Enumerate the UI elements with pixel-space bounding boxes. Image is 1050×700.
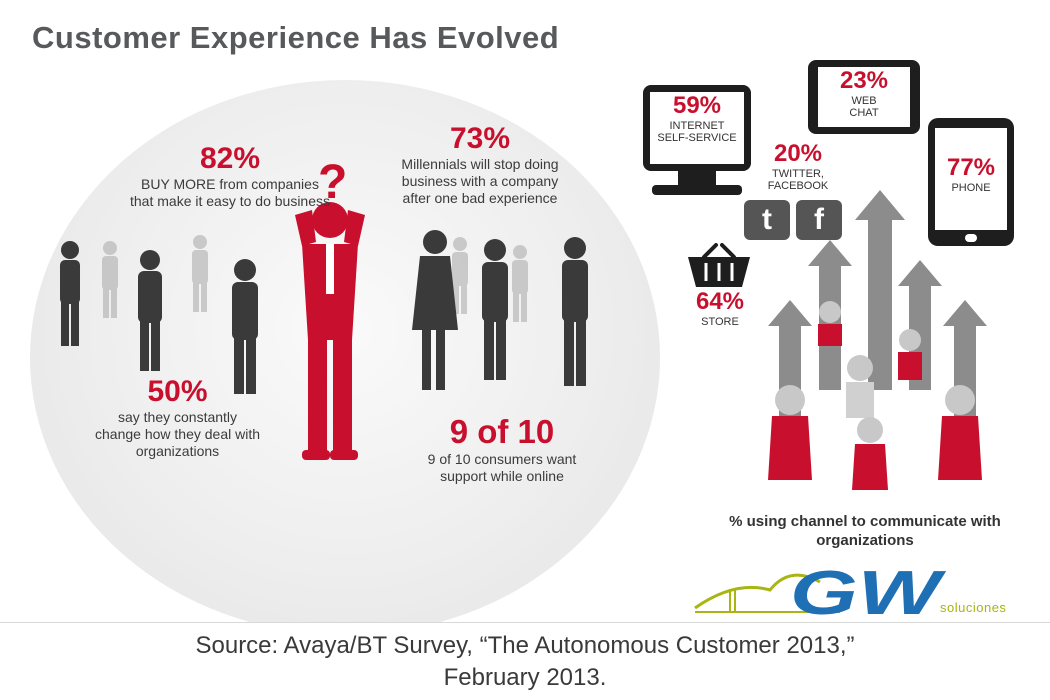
- stat-buy-more: 82% BUY MORE from companies that make it…: [130, 142, 330, 210]
- person-silhouette-icon: [852, 417, 888, 490]
- stat-text: Millennials will stop doing business wit…: [401, 156, 559, 206]
- channel-label: TWITTER,: [772, 168, 824, 180]
- phone-home-button: [965, 234, 977, 242]
- stat-store: 64% STORE: [680, 288, 760, 328]
- stat-value: 82%: [199, 142, 261, 175]
- source-line-1: Source: Avaya/BT Survey, “The Autonomous…: [195, 632, 855, 659]
- monitor-base: [652, 185, 742, 195]
- phone-icon: 77% PHONE: [928, 118, 1014, 246]
- bridge-logo-graphic: GW: [694, 560, 946, 620]
- facebook-icon: f: [796, 200, 842, 240]
- channel-label: INTERNET: [669, 120, 725, 132]
- stat-text: 9 of 10 consumers want support while onl…: [427, 451, 577, 484]
- shopping-basket-icon: [688, 243, 750, 287]
- person-silhouette-icon: [846, 355, 874, 418]
- stat-social: 20% TWITTER, FACEBOOK: [752, 140, 844, 192]
- channel-value: 59%: [672, 92, 722, 119]
- stressed-person-illustration: [295, 202, 365, 460]
- monitor-stand: [678, 171, 716, 185]
- person-silhouette-icon: [562, 237, 588, 386]
- twitter-icon: t: [744, 200, 790, 240]
- stat-millennials: 73% Millennials will stop doing business…: [395, 122, 565, 207]
- person-silhouette-icon: [412, 230, 458, 390]
- stat-text: BUY MORE from companies that make it eas…: [130, 176, 330, 209]
- stat-value: 73%: [449, 122, 511, 155]
- channel-label: CHAT: [849, 107, 879, 119]
- channel-value: 20%: [773, 140, 823, 167]
- monitor-screen: 59% INTERNET SELF-SERVICE: [650, 92, 744, 164]
- person-silhouette-icon: [512, 245, 528, 322]
- channel-label: FACEBOOK: [767, 180, 829, 192]
- person-silhouette-icon: [232, 259, 258, 394]
- channel-label: STORE: [701, 316, 739, 328]
- channel-label: WEB: [851, 95, 877, 107]
- source-citation: Source: Avaya/BT Survey, “The Autonomous…: [0, 630, 1050, 694]
- person-silhouette-icon: [818, 301, 842, 346]
- stat-value: 9 of 10: [449, 413, 555, 450]
- page-title: Customer Experience Has Evolved: [32, 20, 560, 55]
- person-silhouette-icon: [192, 235, 208, 312]
- channel-arrows-illustration: [768, 190, 987, 490]
- monitor-icon: 59% INTERNET SELF-SERVICE: [643, 85, 751, 171]
- person-silhouette-icon: [938, 385, 982, 480]
- person-silhouette-icon: [60, 241, 80, 346]
- person-silhouette-icon: [768, 385, 812, 480]
- crowd-illustration: [60, 202, 588, 460]
- stat-text: say they constantly change how they deal…: [95, 409, 260, 459]
- gw-logo: GW soluciones: [690, 560, 1040, 620]
- person-silhouette-icon: [102, 241, 118, 318]
- person-silhouette-icon: [898, 329, 922, 380]
- question-mark-icon: ?: [318, 156, 348, 209]
- channel-value: 23%: [839, 67, 889, 94]
- source-line-2: February 2013.: [443, 664, 607, 691]
- person-silhouette-icon: [452, 237, 468, 314]
- person-silhouette-icon: [138, 250, 162, 371]
- person-silhouette-icon: [482, 239, 508, 380]
- up-arrow-icon: [855, 190, 905, 390]
- svg-text:GW: GW: [790, 560, 946, 620]
- logo-subtext: soluciones: [940, 600, 1007, 615]
- stat-value: 50%: [147, 375, 208, 408]
- tablet-screen: 23% WEB CHAT: [818, 67, 910, 127]
- channel-label: PHONE: [951, 182, 991, 194]
- phone-screen: 77% PHONE: [935, 128, 1007, 230]
- channel-value: 64%: [695, 288, 745, 315]
- channel-label: SELF-SERVICE: [657, 132, 737, 144]
- infographic-panel: Customer Experience Has Evolved: [0, 20, 1050, 623]
- stat-nine-of-ten: 9 of 10 9 of 10 consumers want support w…: [412, 413, 592, 485]
- channel-caption: % using channel to communicate with orga…: [729, 513, 1001, 549]
- stat-change: 50% say they constantly change how they …: [95, 375, 260, 460]
- tablet-icon: 23% WEB CHAT: [808, 60, 920, 134]
- channel-value: 77%: [946, 154, 996, 181]
